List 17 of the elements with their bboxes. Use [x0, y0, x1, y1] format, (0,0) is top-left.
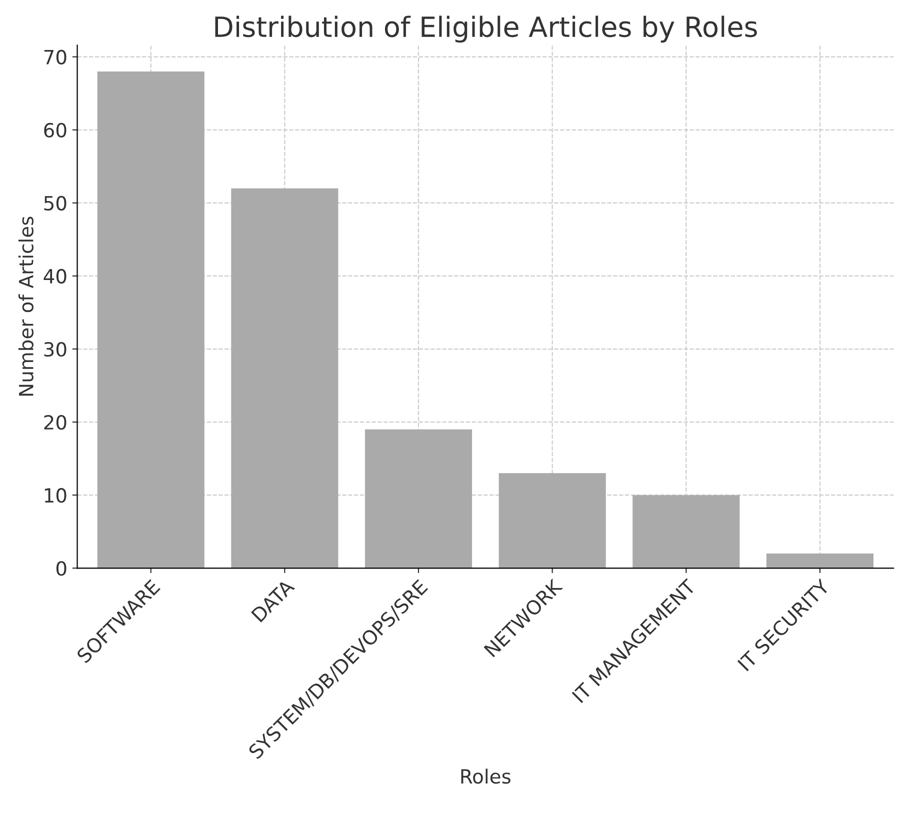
y-axis-title: Number of Articles: [18, 216, 34, 396]
y-tick-label: 60: [44, 122, 66, 138]
bar: [498, 473, 606, 568]
bar: [632, 495, 740, 568]
x-axis-title: Roles: [461, 768, 510, 784]
bar: [364, 429, 472, 568]
y-tick-label: 30: [44, 342, 66, 357]
bar: [766, 554, 874, 568]
y-tick-label: 10: [44, 488, 66, 503]
y-tick-label: 20: [44, 415, 66, 430]
chart-title: Distribution of Eligible Articles by Roles: [215, 16, 757, 43]
y-tick-label: 40: [44, 268, 66, 284]
y-tick-label: 0: [56, 561, 66, 576]
y-tick-label: 70: [44, 50, 66, 65]
bar: [231, 188, 338, 568]
bar: [97, 71, 204, 568]
y-tick-label: 50: [44, 196, 66, 211]
